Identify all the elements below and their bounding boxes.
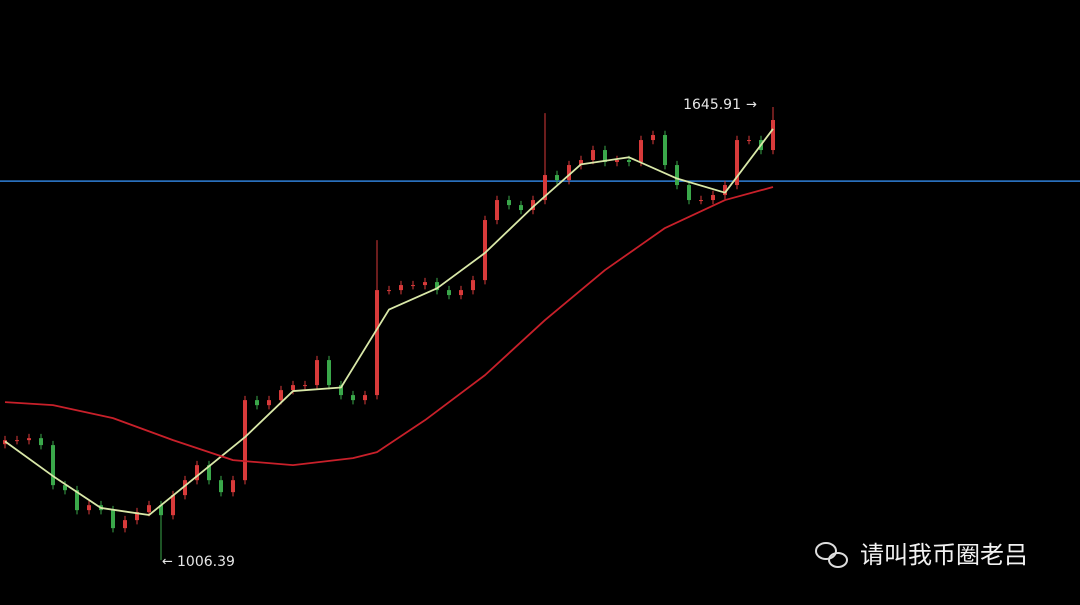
candle-body [459, 290, 463, 296]
candle-body [27, 438, 31, 441]
candle-body [39, 438, 43, 446]
candle-body [627, 160, 631, 163]
candle-body [291, 385, 295, 391]
candle-body [255, 400, 259, 406]
candle-body [183, 480, 187, 496]
candle-body [591, 150, 595, 161]
candle-body [723, 185, 727, 196]
candle-body [351, 395, 355, 401]
candle-body [111, 510, 115, 529]
candle-body [711, 195, 715, 201]
candle-body [195, 465, 199, 481]
moving-average [4, 186, 774, 467]
candle-body [735, 140, 739, 186]
candle-body [171, 495, 175, 516]
candle-body [315, 360, 319, 386]
candle-body [663, 135, 667, 166]
candle-body [399, 285, 403, 291]
candle-body [435, 282, 439, 291]
candle-body [771, 120, 775, 151]
wechat-icon [815, 542, 848, 568]
candle-body [699, 200, 703, 202]
candle-body [651, 135, 655, 141]
candle-body [579, 160, 583, 166]
candle-body [75, 490, 79, 511]
candle-body [207, 465, 211, 481]
candle-body [231, 480, 235, 493]
candle-body [423, 282, 427, 286]
arrow: ← [162, 555, 173, 570]
candle-body [531, 200, 535, 211]
candle-body [615, 160, 619, 163]
candle-body [51, 445, 55, 486]
candle-body [339, 385, 343, 396]
candle-body [135, 512, 139, 521]
candle-body [507, 200, 511, 206]
candle-body [147, 505, 151, 513]
candle-body [363, 395, 367, 401]
candle-body [279, 390, 283, 401]
candle-body [375, 290, 379, 396]
candle-body [63, 485, 67, 491]
candle-body [471, 280, 475, 291]
candle-body [675, 165, 679, 186]
candle-body [123, 520, 127, 529]
candle-body [687, 185, 691, 201]
candle-body [159, 505, 163, 516]
watermark: 请叫我币圈老吕 [860, 541, 1028, 569]
candle-body [387, 290, 391, 292]
candle-body [411, 285, 415, 287]
candle-body [639, 140, 643, 163]
candle-body [567, 165, 571, 181]
candle-body [495, 200, 499, 221]
candle-body [543, 175, 547, 201]
max-label: 1645.91 [683, 97, 741, 113]
moving-average [4, 128, 774, 516]
candle-body [219, 480, 223, 493]
arrow: → [746, 98, 757, 113]
candle-body [87, 505, 91, 511]
candle-body [483, 220, 487, 281]
candle-body [243, 400, 247, 481]
candle-body [15, 440, 19, 442]
candle-body [447, 290, 451, 296]
candle-body [519, 205, 523, 211]
candle-body [267, 400, 271, 406]
candle-body [603, 150, 607, 163]
min-label: 1006.39 [177, 554, 235, 570]
candle-body [327, 360, 331, 386]
candle-body [747, 140, 751, 142]
candle-body [555, 175, 559, 181]
candle-body [303, 385, 307, 387]
